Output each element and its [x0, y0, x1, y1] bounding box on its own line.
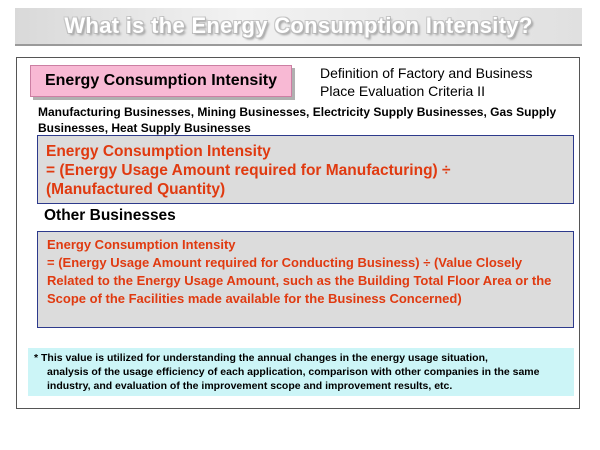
other-businesses-heading: Other Businesses	[44, 207, 176, 224]
definition-line-2: Place Evaluation Criteria II	[320, 83, 485, 99]
definition-line-1: Definition of Factory and Business	[320, 65, 533, 81]
manufacturing-formula-line-2: (Manufactured Quantity)	[46, 181, 226, 198]
footnote-box: * This value is utilized for understandi…	[28, 348, 574, 396]
manufacturing-formula-title: Energy Consumption Intensity	[46, 143, 271, 160]
manufacturing-business-list: Manufacturing Businesses, Mining Busines…	[38, 105, 557, 135]
other-formula-box: Energy Consumption Intensity = (Energy U…	[37, 231, 574, 328]
energy-intensity-badge: Energy Consumption Intensity	[30, 65, 292, 97]
manufacturing-formula-box: Energy Consumption Intensity = (Energy U…	[37, 135, 574, 204]
title-bar: What is the Energy Consumption Intensity…	[15, 8, 582, 46]
footnote-line-2: analysis of the usage efficiency of each…	[47, 366, 540, 392]
other-formula-body: = (Energy Usage Amount required for Cond…	[47, 255, 552, 306]
slide-title: What is the Energy Consumption Intensity…	[64, 13, 533, 38]
manufacturing-formula-line-1: = (Energy Usage Amount required for Manu…	[46, 162, 451, 179]
footnote-line-1: * This value is utilized for understandi…	[34, 352, 488, 364]
definition-caption: Definition of Factory and Business Place…	[320, 64, 580, 100]
other-formula-title: Energy Consumption Intensity	[47, 237, 236, 252]
